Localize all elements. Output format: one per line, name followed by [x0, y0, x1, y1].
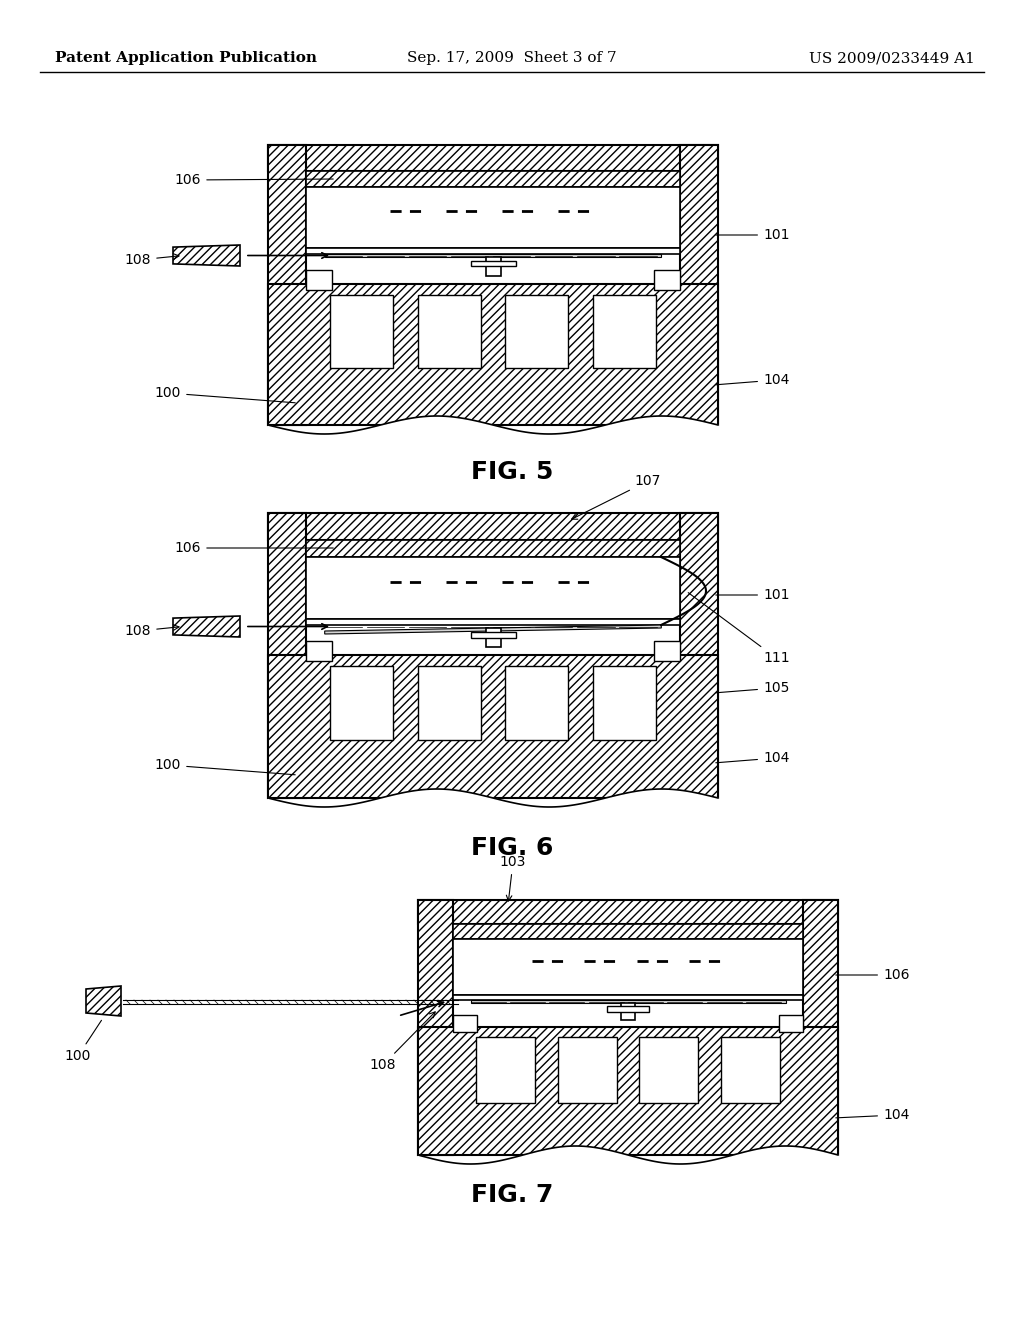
Bar: [486, 257, 501, 276]
Bar: [680, 513, 718, 799]
Bar: [306, 187, 680, 248]
Bar: [306, 642, 332, 661]
Bar: [418, 667, 481, 741]
Bar: [593, 667, 655, 741]
Bar: [505, 667, 568, 741]
Text: 104: 104: [836, 1107, 909, 1122]
Bar: [418, 294, 481, 368]
Bar: [593, 294, 655, 368]
Bar: [621, 1003, 635, 1020]
Text: 100: 100: [155, 758, 295, 775]
Text: 108: 108: [125, 253, 179, 267]
Text: 108: 108: [125, 624, 179, 638]
Bar: [471, 632, 516, 638]
Bar: [331, 667, 393, 741]
Bar: [453, 939, 803, 995]
Bar: [476, 1038, 535, 1104]
Bar: [453, 924, 803, 939]
Bar: [779, 1015, 803, 1032]
Text: 101: 101: [716, 587, 790, 602]
Text: FIG. 6: FIG. 6: [471, 836, 553, 861]
Bar: [639, 1038, 698, 1104]
Bar: [680, 145, 718, 425]
Bar: [306, 619, 680, 624]
Bar: [654, 642, 680, 661]
Bar: [268, 145, 306, 425]
Bar: [331, 294, 393, 368]
Polygon shape: [173, 616, 240, 638]
Text: Patent Application Publication: Patent Application Publication: [55, 51, 317, 65]
Bar: [505, 294, 568, 368]
Text: 100: 100: [155, 385, 295, 403]
Text: 108: 108: [370, 1012, 435, 1072]
Text: 104: 104: [716, 374, 790, 387]
Bar: [471, 261, 516, 267]
Bar: [486, 628, 501, 647]
Text: 100: 100: [65, 1020, 101, 1063]
Bar: [453, 995, 803, 1001]
Text: US 2009/0233449 A1: US 2009/0233449 A1: [809, 51, 975, 65]
Bar: [306, 172, 680, 187]
Bar: [268, 513, 718, 540]
Bar: [558, 1038, 616, 1104]
Text: 101: 101: [716, 228, 790, 242]
Bar: [306, 271, 332, 290]
Text: FIG. 5: FIG. 5: [471, 459, 553, 484]
Bar: [803, 900, 838, 1155]
Text: 106: 106: [836, 968, 909, 982]
Bar: [306, 557, 680, 619]
Text: 105: 105: [716, 681, 790, 696]
Bar: [268, 513, 306, 799]
Text: 106: 106: [175, 173, 333, 187]
Text: 111: 111: [688, 593, 790, 665]
Text: FIG. 7: FIG. 7: [471, 1183, 553, 1206]
Polygon shape: [325, 624, 662, 634]
Bar: [268, 655, 718, 799]
Bar: [453, 1015, 477, 1032]
Bar: [325, 253, 662, 257]
Polygon shape: [86, 986, 121, 1016]
Bar: [607, 1006, 649, 1011]
Polygon shape: [173, 246, 240, 267]
Bar: [418, 900, 838, 924]
Bar: [306, 540, 680, 557]
Bar: [418, 900, 453, 1155]
Bar: [654, 271, 680, 290]
Text: 106: 106: [175, 541, 333, 554]
Bar: [470, 1001, 785, 1003]
Text: 107: 107: [571, 474, 662, 519]
Bar: [721, 1038, 780, 1104]
Bar: [306, 248, 680, 253]
Bar: [418, 1027, 838, 1155]
Text: 103: 103: [500, 855, 526, 902]
Text: 104: 104: [716, 751, 790, 766]
Text: Sep. 17, 2009  Sheet 3 of 7: Sep. 17, 2009 Sheet 3 of 7: [408, 51, 616, 65]
Bar: [268, 284, 718, 425]
Bar: [268, 145, 718, 172]
